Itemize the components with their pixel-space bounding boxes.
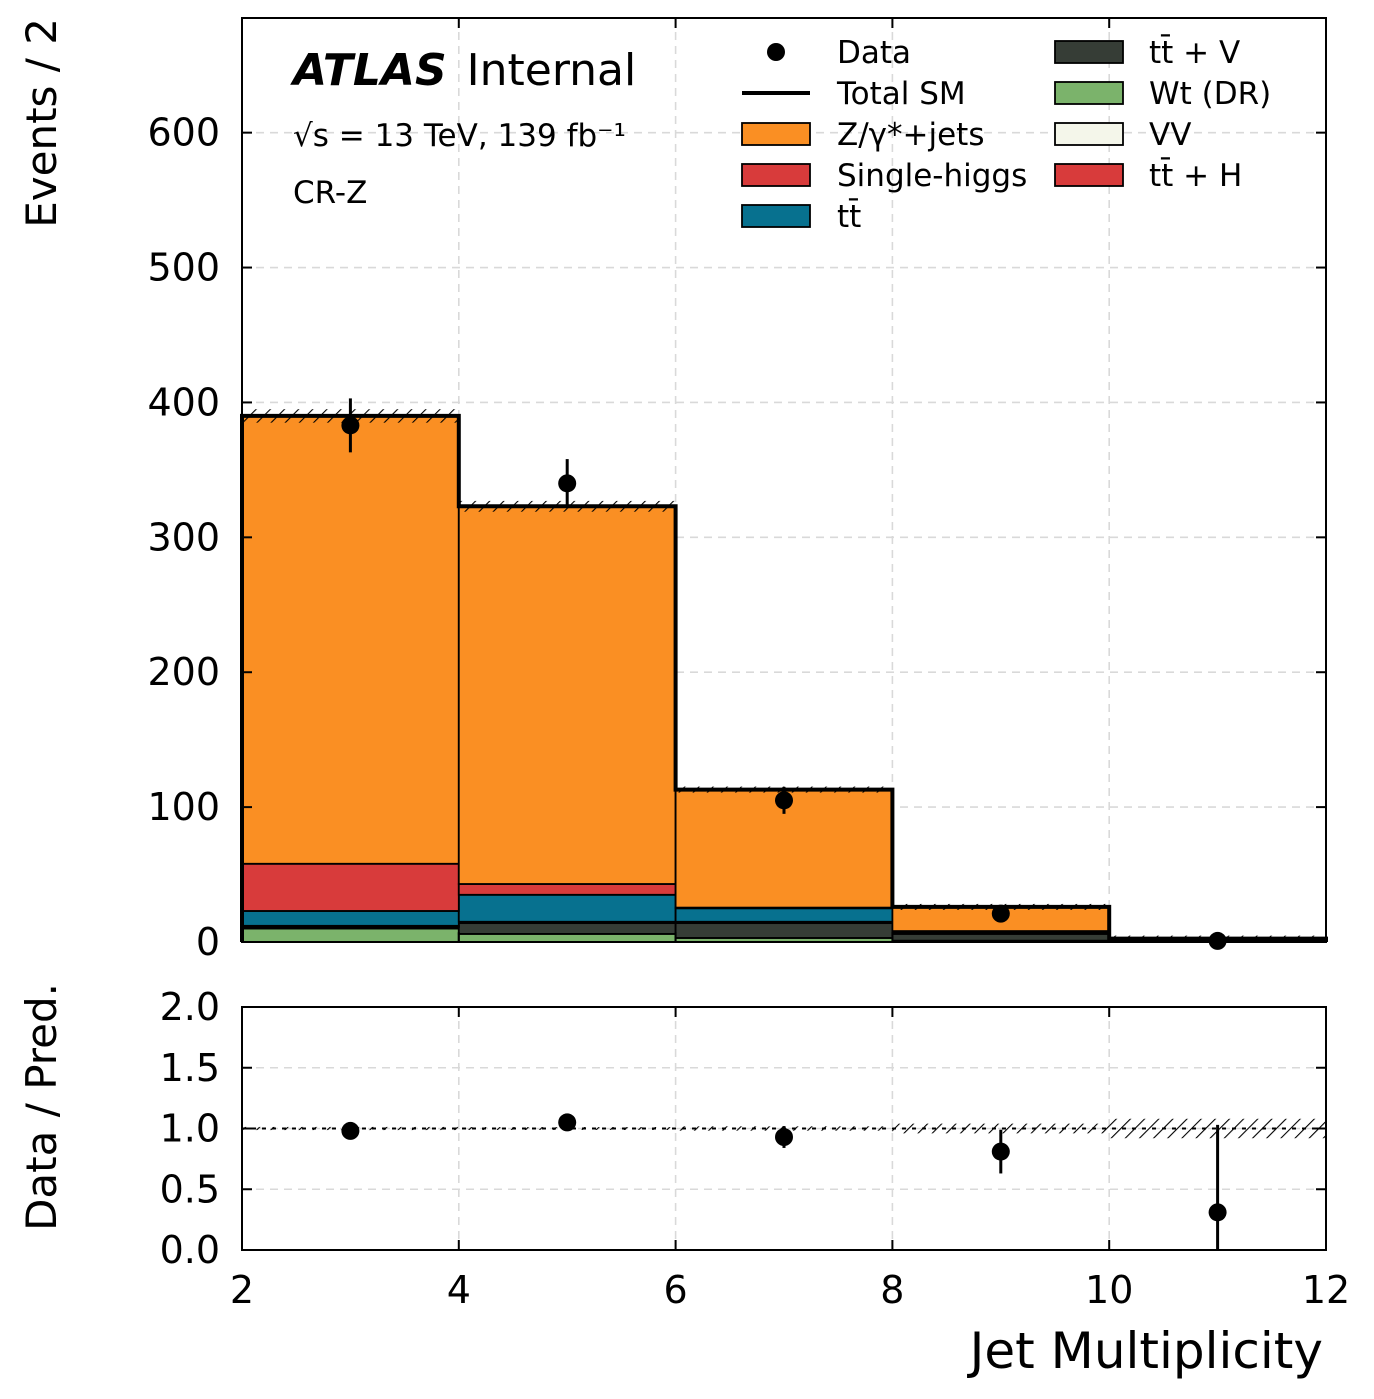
legend-swatch — [741, 163, 811, 187]
main-panel: 0 100 200 300 400 500 600 Events / 2 ATLAS Inte… — [17, 17, 1328, 964]
ratio-point — [341, 1121, 360, 1140]
bar-wt-dr- — [241, 927, 460, 943]
atlas-label: ATLAS Internal — [290, 45, 636, 96]
ratio-panel: 2 4 6 8 10 12 0.0 0.5 1.0 1.5 2.0 Data / Pred. Jet… — [17, 983, 1350, 1380]
ratio-point — [558, 1113, 577, 1132]
y-tick-label: 400 — [147, 380, 220, 424]
x-tick-label: 10 — [1085, 1268, 1133, 1312]
y-tick-label: 1.0 — [160, 1107, 220, 1151]
ratio-xlabel: Jet Multiplicity — [967, 1322, 1323, 1380]
ratio-points — [341, 1113, 1227, 1250]
legend: Data Total SM Z/γ*+jets Single-higgs tt̄ tt̄ … — [741, 34, 1271, 235]
legend-label: Z/γ*+jets — [837, 117, 985, 153]
x-tick-label: 6 — [664, 1268, 688, 1312]
bar-tt- — [674, 907, 894, 923]
legend-swatch — [1054, 40, 1124, 64]
data-point — [341, 416, 360, 435]
legend-label: VV — [1149, 117, 1191, 153]
legend-swatch — [1054, 163, 1124, 187]
legend-label: Wt (DR) — [1149, 76, 1271, 112]
legend-swatch — [741, 204, 811, 228]
ratio-hatch — [892, 1123, 1110, 1134]
atlas-experiment: ATLAS — [290, 45, 447, 96]
main-ylabel: Events / 2 — [17, 18, 66, 228]
bar-tt-v — [674, 922, 894, 939]
legend-label: Single-higgs — [837, 158, 1027, 194]
atlas-status: Internal — [467, 45, 637, 96]
ratio-point — [775, 1128, 793, 1147]
y-tick-label: 200 — [147, 650, 220, 694]
y-tick-label: 600 — [147, 111, 220, 155]
legend-label: tt̄ + H — [1149, 157, 1242, 194]
ratio-point — [1208, 1203, 1227, 1222]
main-ticks: 0 100 200 300 400 500 600 — [147, 18, 1327, 964]
y-tick-label: 0.0 — [160, 1228, 220, 1272]
legend-swatch — [1054, 81, 1124, 105]
stack — [241, 415, 1327, 943]
legend-swatch — [741, 122, 811, 146]
bar-z-jets — [457, 505, 677, 885]
y-tick-label: 500 — [147, 246, 220, 290]
bar-tt-v — [891, 933, 1111, 942]
y-tick-label: 1.5 — [160, 1046, 220, 1090]
data-point — [1208, 931, 1227, 950]
region-label: CR-Z — [293, 175, 367, 211]
bar-tt- — [457, 893, 677, 923]
y-tick-label: 100 — [147, 785, 220, 829]
bar-tt- — [241, 910, 460, 927]
bar-wt-dr- — [457, 933, 677, 943]
ratio-point — [991, 1142, 1010, 1161]
y-tick-label: 2.0 — [160, 985, 220, 1029]
main-frame — [241, 17, 1327, 943]
legend-label: tt̄ — [837, 198, 861, 235]
x-tick-label: 2 — [230, 1268, 254, 1312]
data-points — [341, 398, 1227, 950]
energy-lumi: √s = 13 TeV, 139 fb⁻¹ — [293, 118, 626, 154]
bar-tt-v — [457, 922, 677, 935]
legend-label: tt̄ + V — [1149, 34, 1240, 71]
x-tick-label: 4 — [447, 1268, 471, 1312]
data-point — [991, 904, 1010, 923]
y-tick-label: 300 — [147, 515, 220, 559]
y-tick-label: 0 — [196, 920, 220, 964]
data-point — [558, 474, 577, 493]
data-point — [775, 791, 793, 810]
x-tick-label: 12 — [1302, 1268, 1350, 1312]
y-tick-label: 0.5 — [160, 1167, 220, 1211]
legend-marker-data — [767, 43, 785, 61]
legend-label: Data — [837, 35, 911, 71]
bar-single-higgs — [457, 883, 677, 896]
bar-z-jets — [241, 415, 460, 865]
bar-single-higgs — [241, 862, 460, 912]
legend-label: Total SM — [836, 76, 966, 112]
ratio-ylabel: Data / Pred. — [17, 983, 66, 1231]
x-tick-label: 8 — [880, 1268, 904, 1312]
ratio-ticks: 2 4 6 8 10 12 0.0 0.5 1.0 1.5 2.0 — [160, 985, 1351, 1312]
legend-swatch — [1054, 122, 1124, 146]
